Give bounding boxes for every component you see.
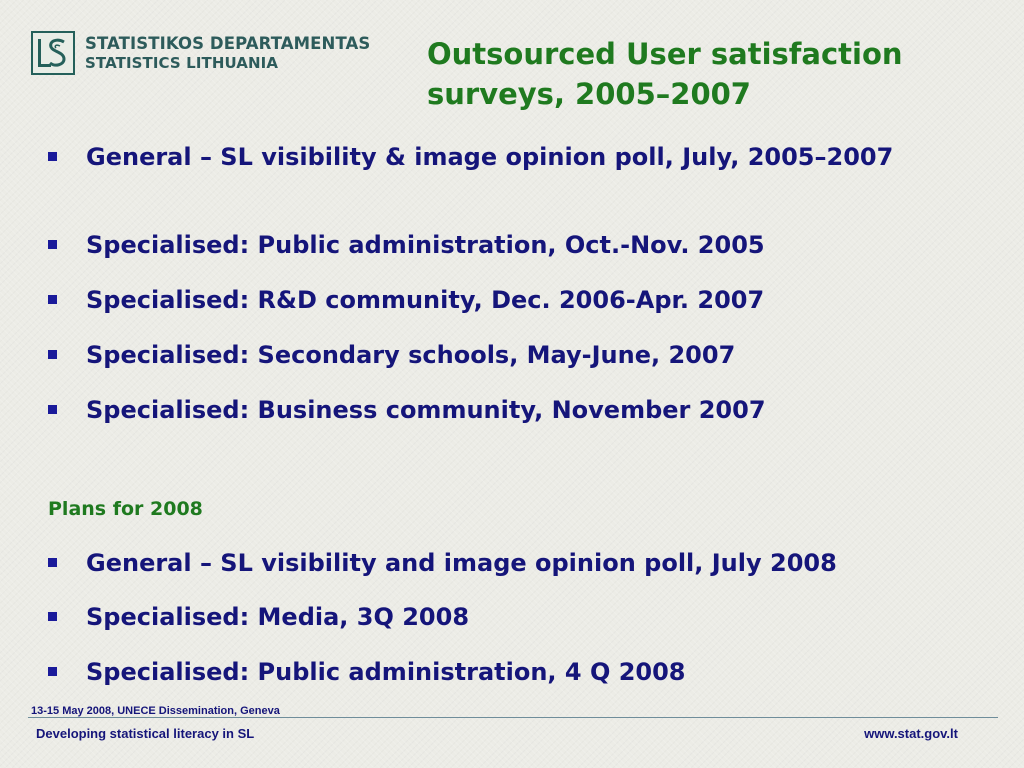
bullet-text: Specialised: Secondary schools, May-June…	[86, 341, 736, 369]
plans-heading: Plans for 2008	[48, 498, 203, 520]
square-bullet-icon	[48, 295, 57, 304]
bullet-text: Specialised: Public administration, Oct.…	[86, 231, 765, 259]
bullet-text: General – SL visibility & image opinion …	[86, 143, 894, 171]
square-bullet-icon	[48, 350, 57, 359]
square-bullet-icon	[48, 667, 57, 676]
bullet-text: General – SL visibility and image opinio…	[86, 549, 837, 577]
slide-title: Outsourced User satisfaction surveys, 20…	[427, 34, 1007, 114]
ls-logo-icon	[31, 31, 75, 75]
statistics-lithuania-logo: STATISTIKOS DEPARTAMENTAS STATISTICS LIT…	[31, 31, 381, 77]
bullet-text: Specialised: Public administration, 4 Q …	[86, 658, 686, 686]
footer-website: www.stat.gov.lt	[864, 726, 958, 741]
slide-title-line-1: Outsourced User satisfaction	[427, 37, 903, 71]
square-bullet-icon	[48, 612, 57, 621]
slide-title-line-2: surveys, 2005–2007	[427, 77, 751, 111]
footer-divider	[28, 717, 998, 718]
bullet-text: Specialised: R&D community, Dec. 2006-Ap…	[86, 286, 765, 314]
square-bullet-icon	[48, 152, 57, 161]
square-bullet-icon	[48, 240, 57, 249]
footer-left-text: Developing statistical literacy in SL	[36, 726, 255, 741]
square-bullet-icon	[48, 558, 57, 567]
footer-date-event: 13-15 May 2008, UNECE Dissemination, Gen…	[31, 705, 280, 717]
bullet-text: Specialised: Media, 3Q 2008	[86, 603, 470, 631]
square-bullet-icon	[48, 405, 57, 414]
bullet-text: Specialised: Business community, Novembe…	[86, 396, 766, 424]
logo-name-lt: STATISTIKOS DEPARTAMENTAS	[85, 34, 371, 53]
logo-name-en: STATISTICS LITHUANIA	[85, 54, 279, 72]
